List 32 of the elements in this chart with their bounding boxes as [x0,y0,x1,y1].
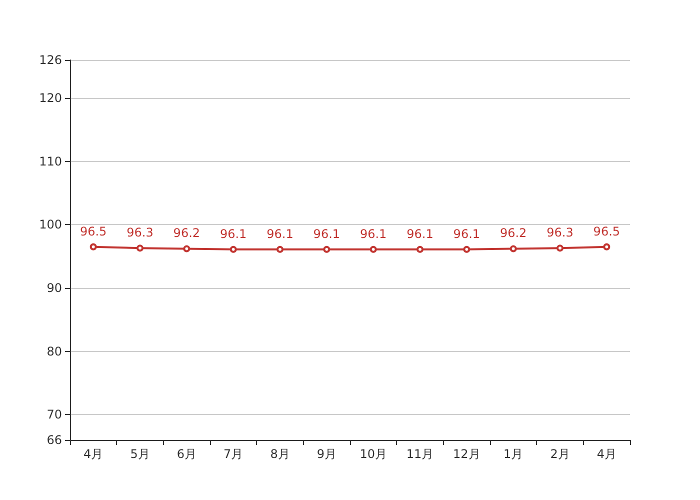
data-label: 96.1 [360,226,387,241]
x-tick-label: 11月 [406,447,434,461]
data-label: 96.1 [266,226,294,241]
y-tick-label: 110 [39,154,62,168]
data-label: 96.1 [313,226,340,241]
x-tick-label: 10月 [360,447,387,461]
y-tick-label: 90 [46,281,62,295]
x-tick-label: 6月 [176,447,196,461]
x-tick-label: 1月 [504,447,524,461]
x-tick-label: 7月 [224,447,244,461]
data-label: 96.1 [406,226,434,241]
x-tick-label: 2月 [550,447,570,461]
x-tick-label: 9月 [316,447,336,461]
data-label: 96.1 [453,226,480,241]
data-label: 96.3 [546,226,574,240]
x-tick-label: 4月 [84,447,104,461]
y-tick-label: 66 [46,433,62,447]
x-tick-label: 5月 [130,447,150,461]
y-tick-label: 80 [46,344,62,358]
y-tick-label: 120 [39,91,62,105]
data-label: 96.3 [126,226,154,240]
data-label: 96.5 [593,224,620,238]
x-tick-label: 4月 [596,447,616,461]
data-label: 96.5 [80,224,107,238]
y-tick-label: 70 [46,408,62,422]
y-tick-label: 100 [39,218,62,232]
y-tick-label: 126 [39,53,62,67]
data-label: 96.2 [500,226,527,240]
x-tick-label: 8月 [270,447,290,461]
x-tick-label: 12月 [453,447,480,461]
data-label: 96.1 [220,226,247,241]
data-label: 96.2 [173,226,200,240]
